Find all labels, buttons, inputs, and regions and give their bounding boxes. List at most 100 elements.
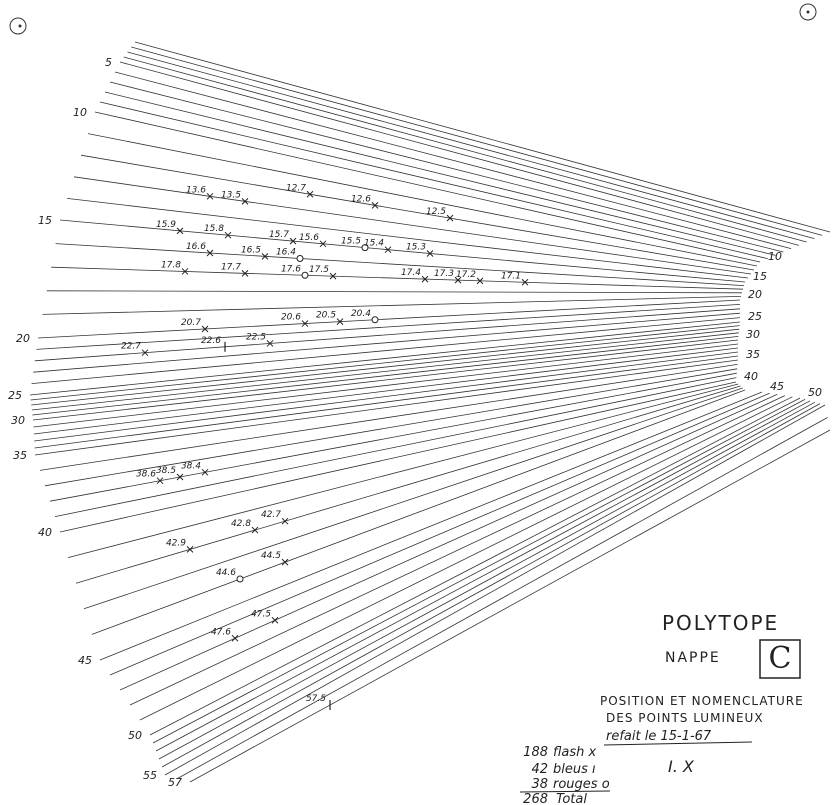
line-label: 55 <box>143 769 157 782</box>
point-label: 38.5 <box>156 466 176 476</box>
point-label: 16.6 <box>186 242 206 252</box>
legend-count: 38 <box>531 777 548 792</box>
line-label: 40 <box>38 526 52 539</box>
fan-line <box>31 326 740 400</box>
fan-line <box>135 42 830 232</box>
line-label: 20 <box>748 288 762 301</box>
fan-line <box>128 52 815 239</box>
fan-line <box>76 386 741 583</box>
fan-line <box>131 47 822 235</box>
line-label: 50 <box>128 729 142 742</box>
caption: POSITION ET NOMENCLATURE <box>600 694 804 708</box>
fan-line <box>92 390 745 634</box>
line-label: 20 <box>16 332 30 345</box>
light-red <box>297 256 303 262</box>
line-label: 45 <box>770 380 784 393</box>
line-label: 15 <box>38 214 52 227</box>
line-label: 50 <box>808 386 822 399</box>
point-label: 15.7 <box>269 230 289 240</box>
point-label: 13.5 <box>221 190 241 200</box>
point-label: 57.5 <box>306 694 326 704</box>
line-label: 40 <box>744 370 758 383</box>
line-label: 35 <box>13 449 27 462</box>
title: POLYTOPE <box>662 611 779 635</box>
point-label: 17.7 <box>221 262 241 272</box>
fan-line <box>60 382 736 532</box>
point-label: 44.6 <box>216 568 236 578</box>
fan-line <box>140 397 792 720</box>
legend-count: 42 <box>531 762 548 777</box>
point-label: 15.9 <box>156 220 176 230</box>
fan-line <box>124 57 807 242</box>
point-label: 42.8 <box>231 519 251 529</box>
fan-line <box>34 352 738 441</box>
point-label: 12.5 <box>426 207 446 217</box>
line-label: 10 <box>768 250 782 263</box>
signature: I. X <box>668 757 695 776</box>
diagram: 5101520253035404550555710152025303540455… <box>0 0 833 805</box>
point-label: 17.6 <box>281 264 301 274</box>
point-label: 16.5 <box>241 245 261 255</box>
line-label: 45 <box>78 654 92 667</box>
fan-line <box>35 309 740 361</box>
point-label: 16.4 <box>276 248 296 258</box>
line-label: 25 <box>8 389 22 402</box>
point-label: 12.6 <box>351 194 371 204</box>
legend-label: bleus ı <box>553 762 596 777</box>
caption: DES POINTS LUMINEUX <box>606 711 764 725</box>
line-label: 30 <box>746 328 760 341</box>
point-label: 17.8 <box>161 260 181 270</box>
caption: refait le 15-1-67 <box>606 729 712 744</box>
fan-line <box>150 398 800 735</box>
total-label: Total <box>556 792 587 805</box>
light-red <box>372 317 378 323</box>
light-red <box>302 272 308 278</box>
legend-label: flash x <box>553 745 597 760</box>
point-label: 20.7 <box>181 318 201 328</box>
corner-mark <box>10 18 26 34</box>
fan-line <box>100 102 768 259</box>
plate: C <box>769 641 792 676</box>
point-label: 47.6 <box>211 627 231 637</box>
point-label: 17.3 <box>434 269 454 279</box>
fan-line <box>56 244 744 286</box>
fan-line <box>84 388 743 609</box>
fan-line <box>40 364 738 470</box>
point-label: 12.7 <box>286 183 306 193</box>
line-label: 35 <box>746 348 760 361</box>
fan-line <box>51 267 743 289</box>
line-label: 15 <box>753 270 767 283</box>
point-label: 38.6 <box>136 470 156 480</box>
legend-count: 188 <box>523 745 548 760</box>
fan-line <box>115 72 791 249</box>
line-label: 57 <box>168 776 182 789</box>
point-label: 44.5 <box>261 551 281 561</box>
legend-label: rouges o <box>553 777 610 792</box>
fan-line <box>35 356 738 448</box>
point-label: 20.6 <box>281 313 301 323</box>
point-label: 13.6 <box>186 185 206 195</box>
point-label: 15.8 <box>204 224 224 234</box>
line-label: 25 <box>748 310 762 323</box>
light-red <box>237 576 243 582</box>
point-label: 20.5 <box>316 311 336 321</box>
point-label: 22.7 <box>121 342 141 352</box>
point-label: 17.1 <box>501 271 521 281</box>
line-label: 5 <box>105 56 112 69</box>
legend: 188 flash x 42 bleus ı 38 rouges o 268 T… <box>520 745 610 805</box>
points: 13.613.512.712.612.515.915.815.715.615.5… <box>121 183 528 710</box>
fan-line <box>190 430 830 782</box>
fan-line <box>47 291 742 293</box>
line-label: 30 <box>11 414 25 427</box>
line-label: 10 <box>73 106 87 119</box>
point-label: 38.4 <box>181 461 201 471</box>
point-label: 17.4 <box>401 268 421 278</box>
point-label: 15.5 <box>341 237 361 247</box>
point-label: 15.4 <box>364 239 384 249</box>
point-label: 17.2 <box>456 270 476 280</box>
fan-line <box>120 394 777 690</box>
corner-dot <box>19 25 22 28</box>
point-label: 42.9 <box>166 538 186 548</box>
point-label: 22.6 <box>201 336 221 346</box>
